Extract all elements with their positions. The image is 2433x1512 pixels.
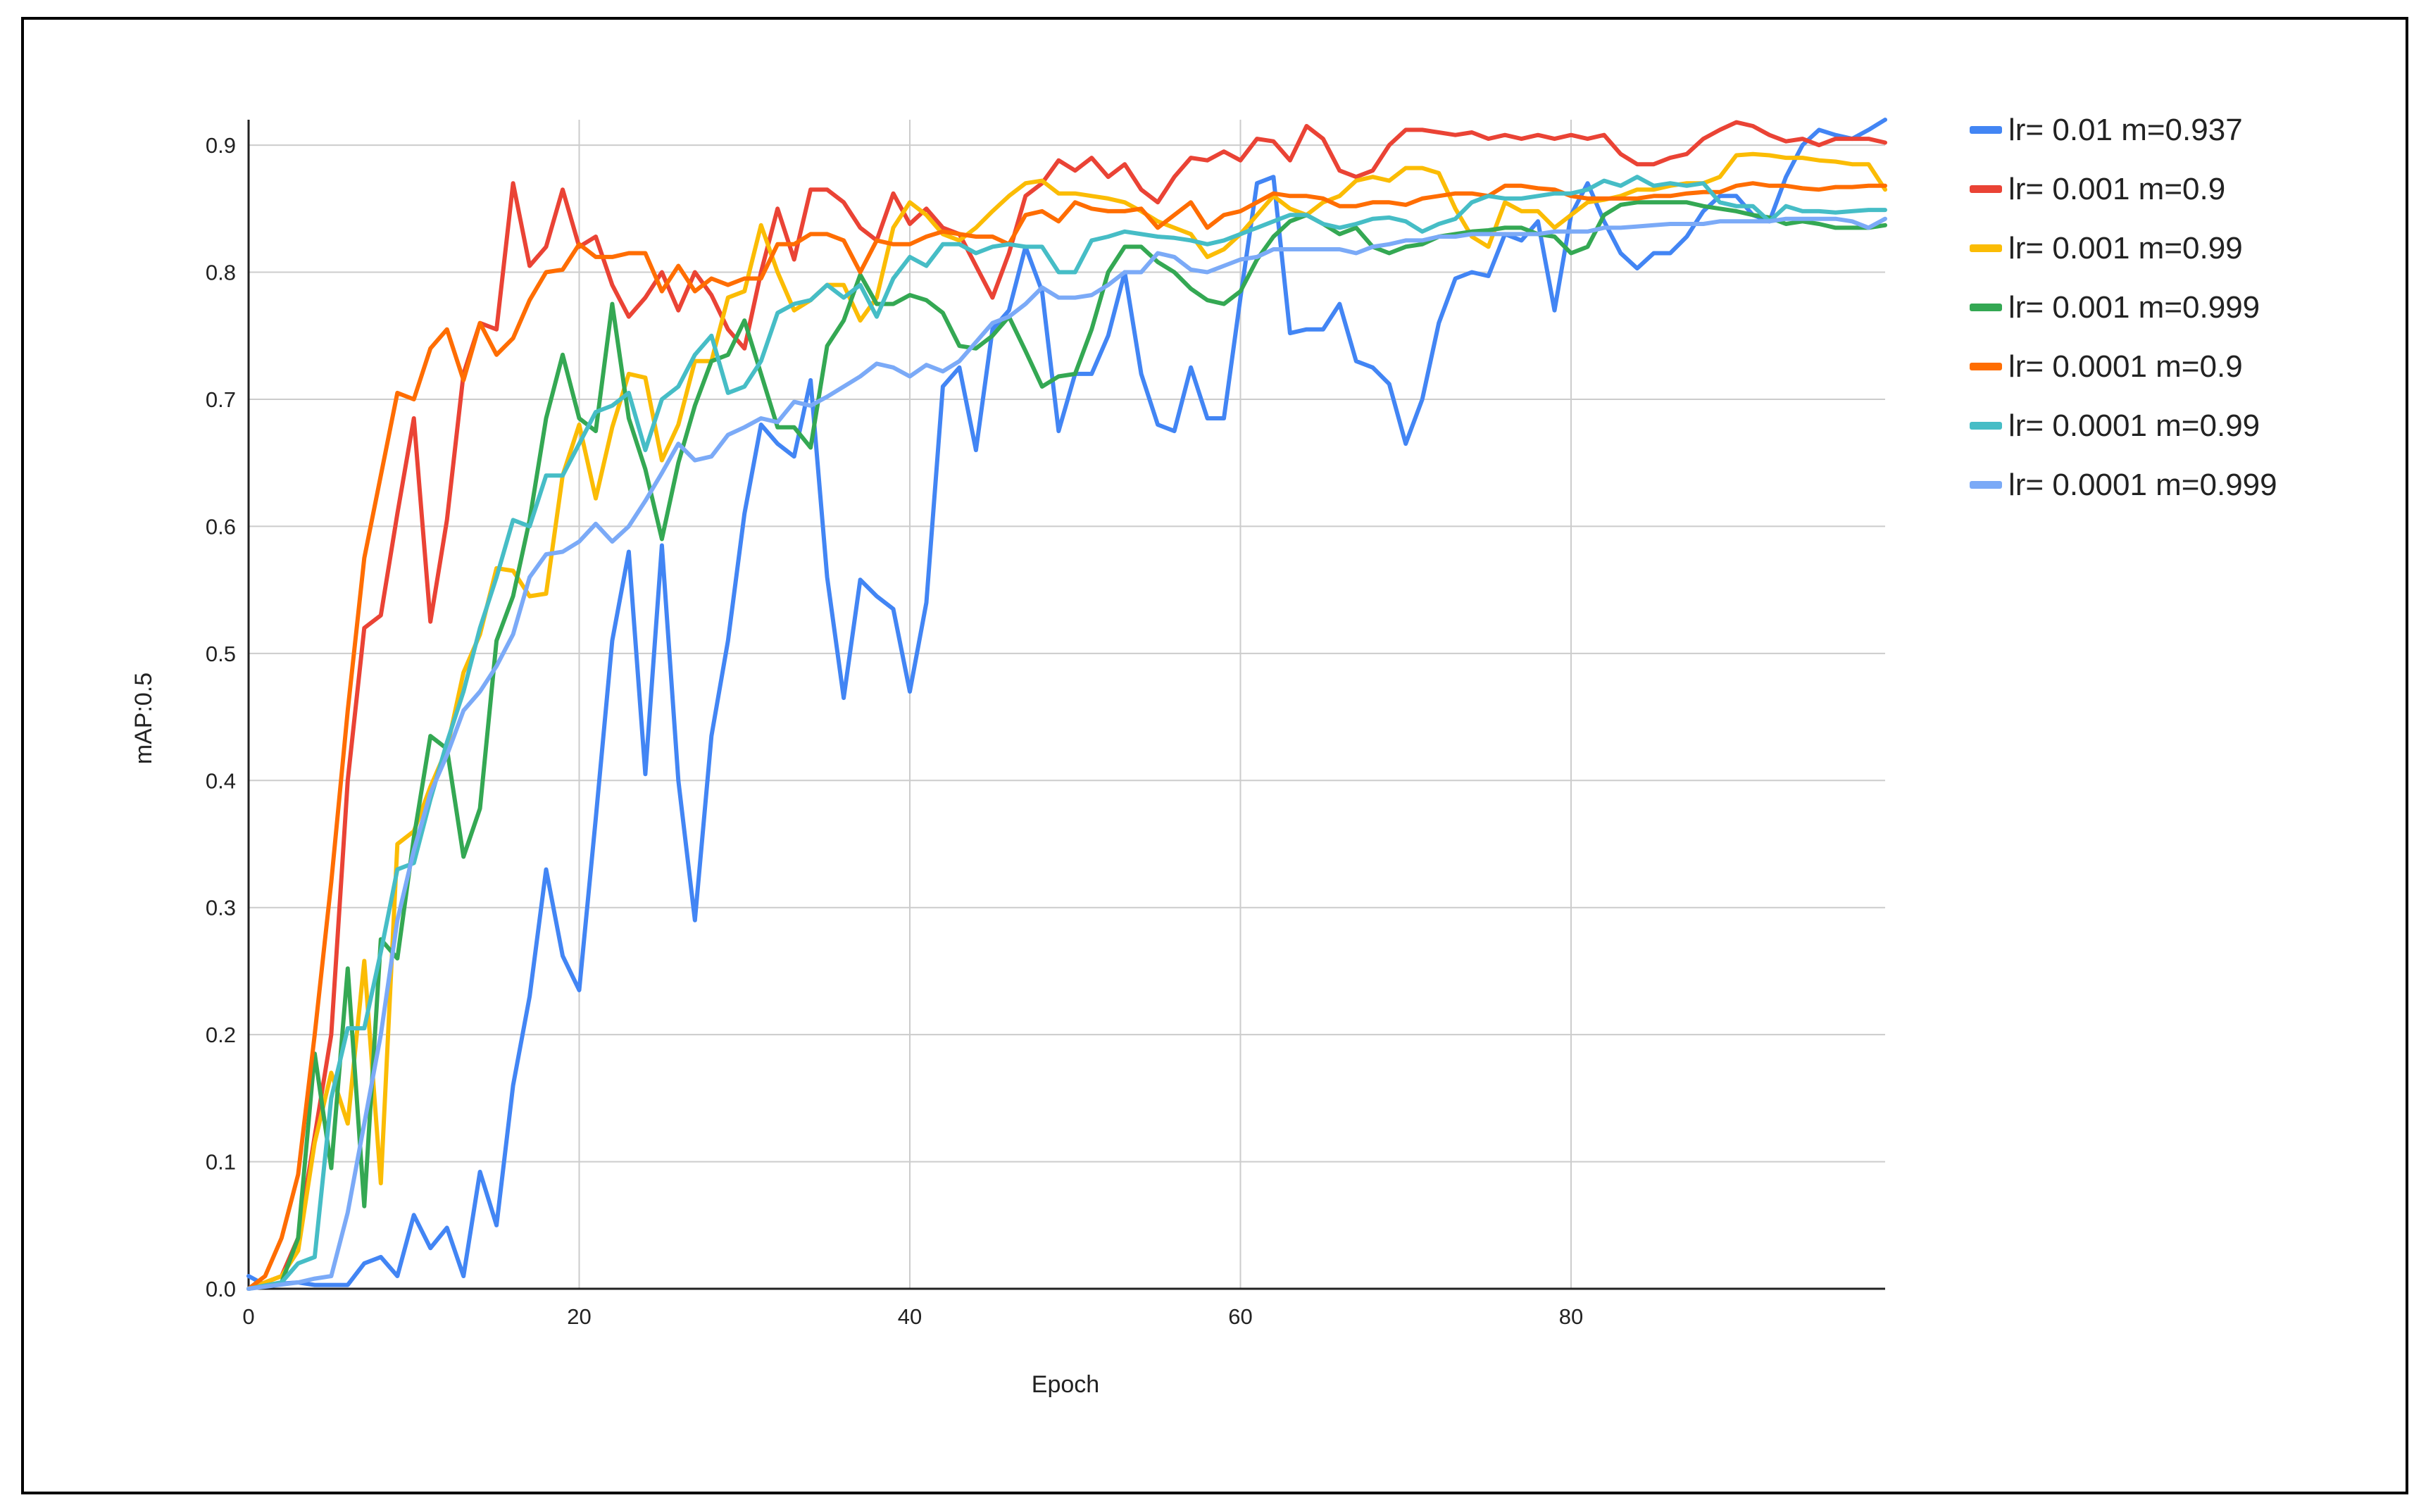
y-axis-title: mAP:0.5 bbox=[130, 673, 157, 764]
legend-swatch-6 bbox=[1970, 422, 2002, 430]
axes bbox=[247, 120, 1885, 1290]
legend-swatch-5 bbox=[1970, 363, 2002, 370]
legend-label-6: lr= 0.0001 m=0.99 bbox=[2008, 408, 2260, 443]
series-line-4 bbox=[246, 200, 1887, 1291]
legend-label-3: lr= 0.001 m=0.99 bbox=[2008, 231, 2243, 265]
legend-label-7: lr= 0.0001 m=0.999 bbox=[2008, 468, 2277, 502]
x-tick-label: 20 bbox=[567, 1304, 591, 1329]
y-tick-label: 0.8 bbox=[206, 261, 236, 285]
y-tick-label: 0.2 bbox=[206, 1023, 236, 1047]
x-tick-label: 80 bbox=[1559, 1304, 1583, 1329]
y-tick-label: 0.5 bbox=[206, 642, 236, 666]
legend-label-1: lr= 0.01 m=0.937 bbox=[2008, 113, 2243, 147]
grid-lines bbox=[249, 120, 1885, 1289]
legend-label-4: lr= 0.001 m=0.999 bbox=[2008, 290, 2260, 325]
series-line-3 bbox=[246, 151, 1887, 1291]
x-axis-title: Epoch bbox=[1032, 1371, 1099, 1398]
y-tick-label: 0.1 bbox=[206, 1150, 236, 1175]
y-tick-label: 0.9 bbox=[206, 133, 236, 158]
series-line-1 bbox=[246, 118, 1887, 1287]
chart-frame bbox=[21, 17, 2408, 1494]
legend-swatch-1 bbox=[1970, 126, 2002, 134]
legend-swatch-7 bbox=[1970, 481, 2002, 489]
legend-label-5: lr= 0.0001 m=0.9 bbox=[2008, 349, 2243, 384]
y-tick-label: 0.7 bbox=[206, 387, 236, 412]
legend-swatch-3 bbox=[1970, 244, 2002, 252]
series-line-5 bbox=[246, 181, 1887, 1291]
tick-labels: 0.0 0.1 0.2 0.3 0.4 0.5 0.6 0.7 0.8 0.9 0 20 40 60 80 bbox=[206, 133, 1583, 1329]
series-lines bbox=[246, 118, 1887, 1291]
x-tick-label: 60 bbox=[1228, 1304, 1252, 1329]
series-line-7 bbox=[246, 216, 1887, 1291]
x-tick-label: 40 bbox=[898, 1304, 922, 1329]
legend-swatch-2 bbox=[1970, 185, 2002, 193]
legend-label-2: lr= 0.001 m=0.9 bbox=[2008, 172, 2225, 206]
y-tick-label: 0.3 bbox=[206, 896, 236, 920]
y-tick-label: 0.4 bbox=[206, 768, 236, 793]
y-tick-label: 0.0 bbox=[206, 1277, 236, 1301]
series-line-6 bbox=[246, 175, 1887, 1291]
legend: lr= 0.01 m=0.937 lr= 0.001 m=0.9 lr= 0.001… bbox=[1970, 113, 2277, 502]
y-tick-label: 0.6 bbox=[206, 514, 236, 539]
x-tick-label: 0 bbox=[242, 1304, 254, 1329]
series-line-2 bbox=[246, 120, 1887, 1291]
legend-swatch-4 bbox=[1970, 304, 2002, 311]
